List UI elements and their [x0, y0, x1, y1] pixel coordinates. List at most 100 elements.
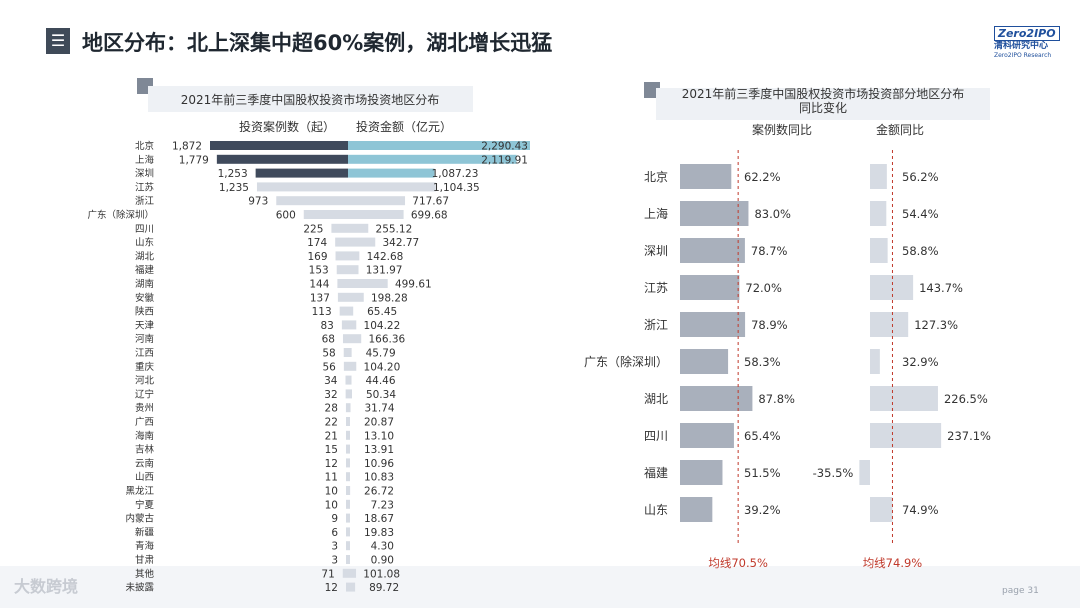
count-bar [303, 210, 348, 219]
category-label: 四川 [644, 429, 668, 443]
count-label: 1,235 [219, 182, 249, 194]
count-label: 21 [325, 430, 338, 442]
category-label: 内蒙古 [125, 513, 154, 525]
amount-yoy-label: 237.1% [947, 429, 991, 443]
count-label: 32 [324, 389, 337, 401]
count-bar [341, 320, 348, 330]
amount-label: 89.72 [369, 582, 399, 594]
amount-label: 19.83 [364, 527, 394, 539]
amount-label: 142.68 [367, 251, 404, 263]
count-bar [343, 348, 348, 357]
legend-amount: 投资金额（亿元） [356, 119, 452, 134]
title-background [148, 86, 473, 112]
category-label: 黑龙江 [125, 485, 154, 497]
amount-label: 255.12 [376, 223, 413, 235]
count-bar [346, 444, 348, 454]
page-number: page 31 [1002, 586, 1039, 596]
category-label: 浙江 [135, 195, 155, 207]
count-bar [346, 499, 348, 509]
amount-bar [348, 182, 436, 192]
count-label: 3 [331, 541, 338, 553]
amount-label: 31.74 [364, 403, 394, 415]
amount-label: 10.83 [364, 472, 394, 484]
logo-mark: Zero2IPO [994, 26, 1060, 41]
count-yoy-label: 39.2% [744, 503, 781, 517]
count-label: 71 [321, 568, 334, 580]
chart-title: 2021年前三季度中国股权投资市场投资地区分布 [181, 92, 440, 107]
amount-bar [348, 513, 350, 523]
footer-band [0, 566, 1080, 608]
amount-bar [348, 210, 404, 219]
category-label: 吉林 [135, 444, 155, 456]
category-label: 湖北 [644, 391, 668, 406]
count-yoy-bar [680, 423, 734, 448]
category-label: 贵州 [135, 402, 154, 414]
amount-bar [348, 320, 357, 330]
count-bar [346, 541, 348, 551]
amount-yoy-label: 32.9% [902, 355, 939, 369]
count-label: 22 [325, 417, 338, 429]
amount-bar [348, 251, 360, 261]
category-label: 深圳 [644, 244, 668, 258]
amount-yoy-bar [870, 164, 887, 189]
count-yoy-bar [680, 312, 746, 337]
count-bar [345, 403, 348, 413]
amount-bar [348, 582, 356, 592]
category-label: 山西 [135, 472, 154, 483]
legend-amount-yoy: 金额同比 [876, 122, 924, 137]
category-label: 深圳 [135, 169, 154, 180]
amount-label: 104.22 [364, 320, 401, 332]
count-label: 600 [276, 210, 296, 222]
amount-bar [348, 223, 369, 233]
category-label: 上海 [135, 154, 155, 166]
amount-label: 4.30 [371, 541, 394, 553]
category-label: 上海 [644, 206, 668, 221]
count-bar [346, 417, 348, 426]
count-label: 174 [307, 237, 327, 249]
count-bar [331, 223, 348, 233]
count-average-label: 均线70.5% [708, 556, 768, 570]
logo-cn: 清科研究中心 [994, 41, 1049, 51]
count-label: 225 [303, 223, 323, 235]
category-label: 辽宁 [135, 388, 154, 400]
count-yoy-bar [680, 275, 740, 300]
amount-yoy-label: 143.7% [919, 281, 963, 295]
amount-label: 342.77 [382, 237, 419, 249]
amount-label: 65.45 [367, 306, 397, 318]
count-bar [210, 141, 348, 150]
amount-bar [348, 237, 376, 247]
count-bar [276, 196, 348, 206]
amount-label: 499.61 [395, 279, 432, 291]
category-label: 新疆 [135, 526, 155, 538]
legend-count: 投资案例数（起） [239, 119, 335, 134]
category-label: 北京 [135, 140, 154, 152]
amount-yoy-label: 127.3% [914, 318, 958, 332]
amount-bar [348, 375, 352, 385]
amount-label: 699.68 [411, 210, 448, 222]
amount-bar [348, 499, 350, 509]
amount-label: 1,104.35 [433, 182, 480, 194]
category-label: 未披露 [125, 582, 154, 594]
count-bar [342, 334, 348, 344]
amount-bar [348, 389, 353, 399]
count-label: 12 [325, 458, 338, 470]
amount-label: 2,119.91 [481, 154, 528, 166]
category-label: 海南 [135, 430, 154, 442]
amount-bar [348, 361, 357, 371]
count-bar [346, 458, 348, 468]
count-yoy-label: 78.7% [751, 244, 788, 258]
count-label: 973 [248, 196, 268, 208]
count-bar [342, 568, 348, 578]
category-label: 福建 [135, 264, 155, 276]
amount-yoy-bar [870, 386, 938, 411]
count-bar [216, 154, 348, 164]
amount-bar [348, 444, 350, 454]
amount-bar [348, 555, 350, 564]
legend-count-yoy: 案例数同比 [752, 122, 812, 137]
count-bar [336, 265, 348, 275]
count-yoy-label: 87.8% [758, 392, 795, 406]
amount-bar [348, 292, 364, 302]
count-bar [335, 237, 348, 247]
count-label: 153 [309, 265, 329, 277]
amount-bar [348, 265, 359, 275]
